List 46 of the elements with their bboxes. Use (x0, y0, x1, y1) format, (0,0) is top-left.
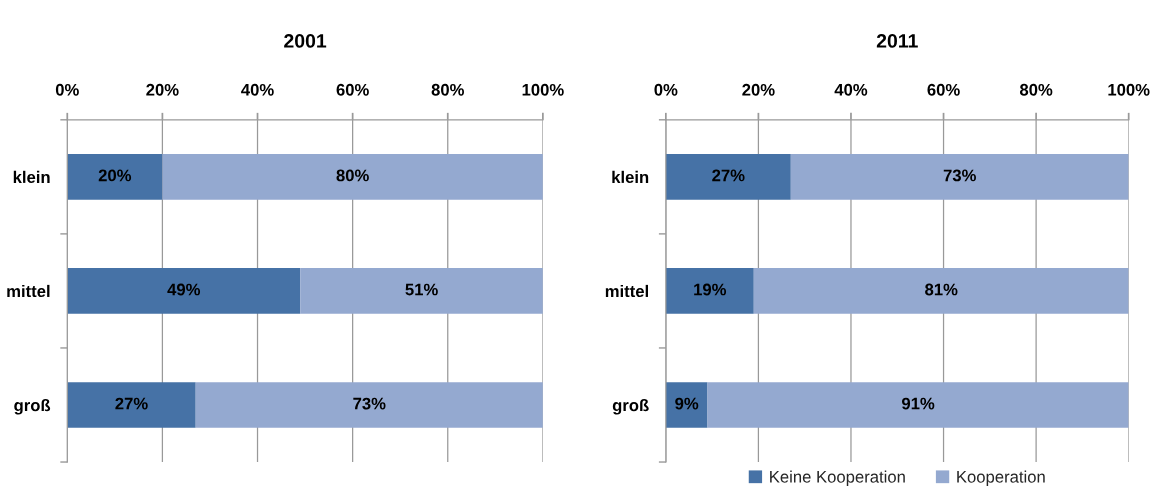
y-tick-label: groß (14, 398, 51, 415)
chart-title: 2011 (876, 34, 918, 48)
x-tick-label: 40% (834, 83, 868, 96)
bar (67, 382, 196, 428)
data-label: 73% (353, 397, 386, 410)
data-label: 91% (901, 397, 935, 410)
x-tick-label: 80% (1019, 83, 1053, 96)
bar (162, 154, 543, 200)
y-tick-label: groß (612, 398, 649, 415)
bar (665, 154, 791, 200)
data-label: 51% (405, 283, 438, 296)
bar (300, 268, 543, 314)
y-tick-label: mittel (7, 284, 50, 298)
x-tick-label: 0% (55, 83, 79, 96)
y-tick-label: mittel (605, 284, 648, 298)
legend-label: Kooperation (957, 470, 1045, 487)
x-tick-label: 20% (146, 83, 179, 96)
x-tick-label: 60% (927, 83, 960, 96)
chart-title: 2001 (284, 34, 327, 48)
y-tick-label: klein (612, 170, 649, 184)
bar (707, 382, 1129, 428)
data-label: 49% (167, 283, 201, 296)
data-label: 19% (694, 283, 727, 296)
data-label: 20% (98, 169, 132, 182)
bar (665, 382, 708, 428)
bar (67, 268, 301, 314)
x-tick-label: 0% (654, 83, 678, 96)
legend-label: Keine Kooperation (770, 470, 905, 487)
data-label: 73% (943, 169, 976, 182)
bar (753, 268, 1129, 314)
y-tick-label: klein (13, 170, 50, 184)
bar (67, 154, 163, 200)
data-label: 80% (336, 169, 369, 182)
data-label: 81% (925, 283, 958, 296)
x-tick-label: 20% (742, 83, 775, 96)
x-tick-label: 80% (431, 83, 464, 96)
data-label: 27% (115, 397, 148, 410)
bar (790, 154, 1129, 200)
data-label: 27% (712, 169, 745, 182)
data-label: 9% (675, 397, 699, 410)
x-tick-label: 40% (241, 83, 274, 96)
x-tick-label: 60% (336, 83, 369, 96)
bar (665, 268, 754, 314)
x-tick-label: 100% (522, 83, 564, 96)
bar (195, 382, 543, 428)
x-tick-label: 100% (1108, 83, 1150, 96)
